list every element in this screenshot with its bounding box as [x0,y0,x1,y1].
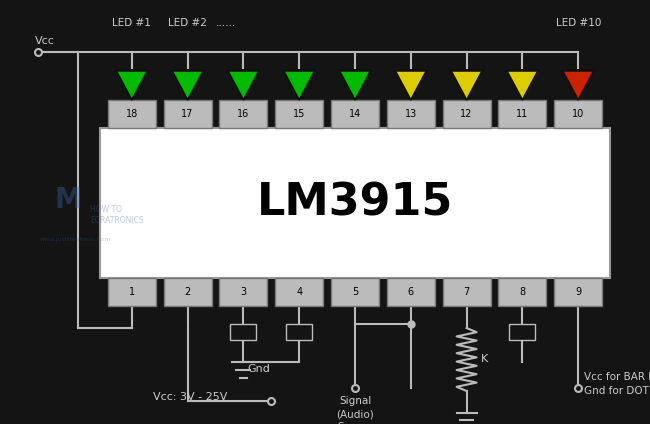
Bar [387,278,435,306]
Polygon shape [339,70,371,100]
Polygon shape [506,70,538,100]
Bar [443,100,491,128]
Text: 5: 5 [352,287,358,297]
Polygon shape [562,70,594,100]
Bar [510,324,536,340]
Text: M: M [54,186,82,214]
Polygon shape [116,70,148,100]
Text: Vcc: Vcc [35,36,55,46]
Polygon shape [395,70,427,100]
Text: 1: 1 [129,287,135,297]
Bar [331,278,379,306]
Polygon shape [283,70,315,100]
Text: 13: 13 [405,109,417,119]
Text: Vcc for BAR Mode
Gnd for DOT Mode: Vcc for BAR Mode Gnd for DOT Mode [584,372,650,396]
Text: 17: 17 [181,109,194,119]
Bar [387,100,435,128]
Text: 16: 16 [237,109,250,119]
Text: 15: 15 [293,109,306,119]
Bar [230,324,256,340]
Bar [443,278,491,306]
Bar [499,278,547,306]
Polygon shape [450,70,482,100]
Bar [499,100,547,128]
Bar [100,128,610,278]
Text: 8: 8 [519,287,525,297]
Text: 10: 10 [572,109,584,119]
Text: 3: 3 [240,287,246,297]
Bar [220,100,267,128]
Polygon shape [227,70,259,100]
Bar [275,100,323,128]
Text: ......: ...... [216,18,236,28]
Bar [554,100,602,128]
Text: LM3915: LM3915 [257,181,453,224]
Text: 9: 9 [575,287,581,297]
Text: 4: 4 [296,287,302,297]
Text: Gnd: Gnd [248,364,270,374]
Text: 12: 12 [460,109,473,119]
Polygon shape [172,70,203,100]
Bar [554,278,602,306]
Text: LED #10: LED #10 [556,18,601,28]
Text: Signal
(Audio)
Source: Signal (Audio) Source [336,396,374,424]
Bar [331,100,379,128]
Bar [220,278,267,306]
Bar [164,100,212,128]
Bar [286,324,312,340]
Bar [275,278,323,306]
Text: Vcc: 3V - 25V: Vcc: 3V - 25V [153,392,227,402]
Text: LED #2: LED #2 [168,18,207,28]
Text: LED #1: LED #1 [112,18,151,28]
Text: HOW TO
ECRATRONICS: HOW TO ECRATRONICS [90,205,144,225]
Bar [164,278,212,306]
Text: K: K [480,354,488,365]
Text: 6: 6 [408,287,414,297]
Text: 18: 18 [125,109,138,119]
Text: 2: 2 [185,287,190,297]
Text: 7: 7 [463,287,470,297]
Text: 11: 11 [516,109,528,119]
Bar [108,100,156,128]
Text: 14: 14 [349,109,361,119]
Bar [108,278,156,306]
Text: www.justfreetools.com: www.justfreetools.com [39,237,111,243]
